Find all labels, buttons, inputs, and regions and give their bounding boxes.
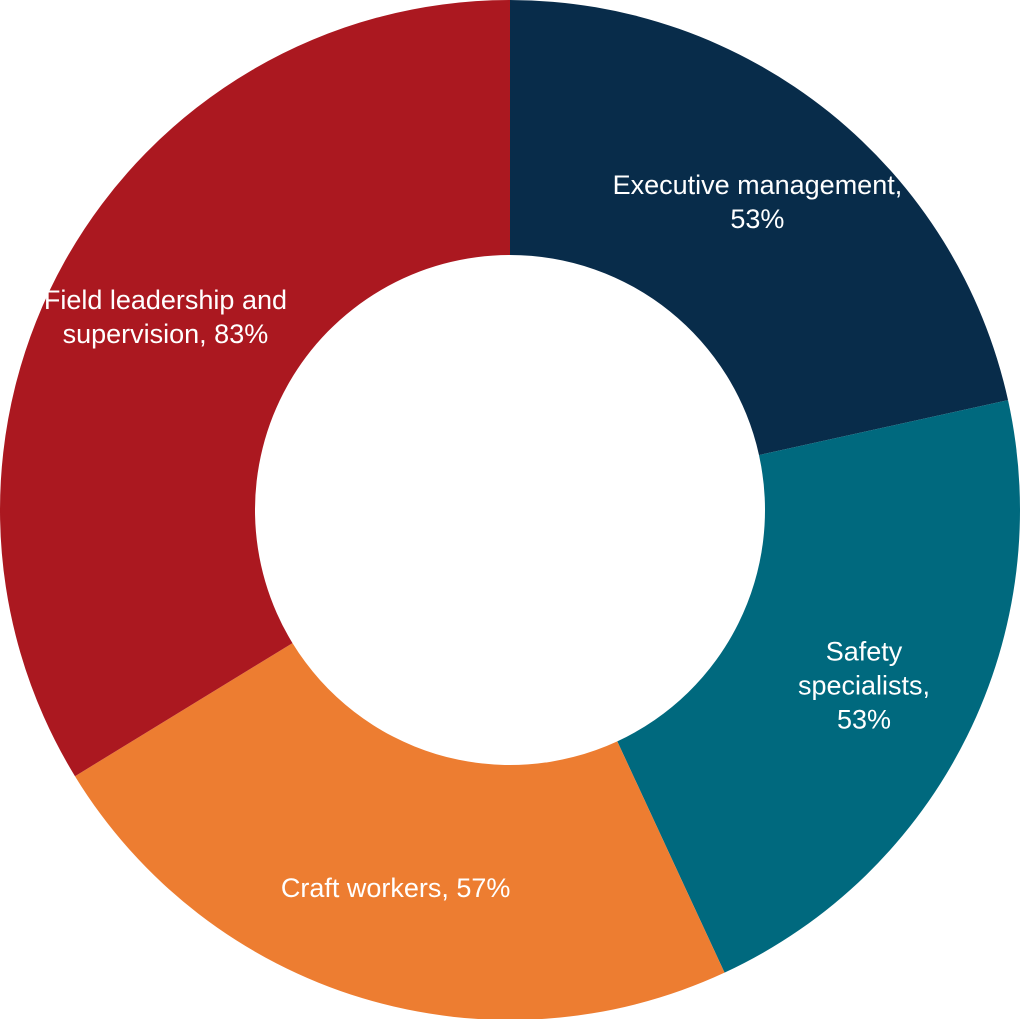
slice-label-safety-specialists: Safety specialists, 53% bbox=[798, 636, 930, 734]
slice-field-leadership-and-supervision bbox=[0, 0, 510, 777]
slice-label-line: specialists, bbox=[798, 670, 930, 700]
slice-label-line: Craft workers, 57% bbox=[281, 873, 511, 903]
slice-label-craft-workers: Craft workers, 57% bbox=[281, 873, 511, 903]
slice-executive-management bbox=[510, 0, 1009, 456]
slice-label-line: supervision, 83% bbox=[63, 319, 269, 349]
slice-label-field-leadership-and-supervision: Field leadership and supervision, 83% bbox=[44, 285, 287, 349]
slice-label-executive-management: Executive management, 53% bbox=[613, 170, 903, 234]
slice-label-line: 53% bbox=[730, 204, 784, 234]
slice-label-line: Field leadership and bbox=[44, 285, 287, 315]
slice-label-line: 53% bbox=[837, 704, 891, 734]
labels-layer: Executive management, 53% Safety specialist… bbox=[44, 170, 930, 903]
slice-label-line: Executive management, bbox=[613, 170, 903, 200]
slice-craft-workers bbox=[74, 643, 725, 1019]
slice-safety-specialists bbox=[617, 400, 1020, 973]
slice-label-line: Safety bbox=[826, 636, 903, 666]
